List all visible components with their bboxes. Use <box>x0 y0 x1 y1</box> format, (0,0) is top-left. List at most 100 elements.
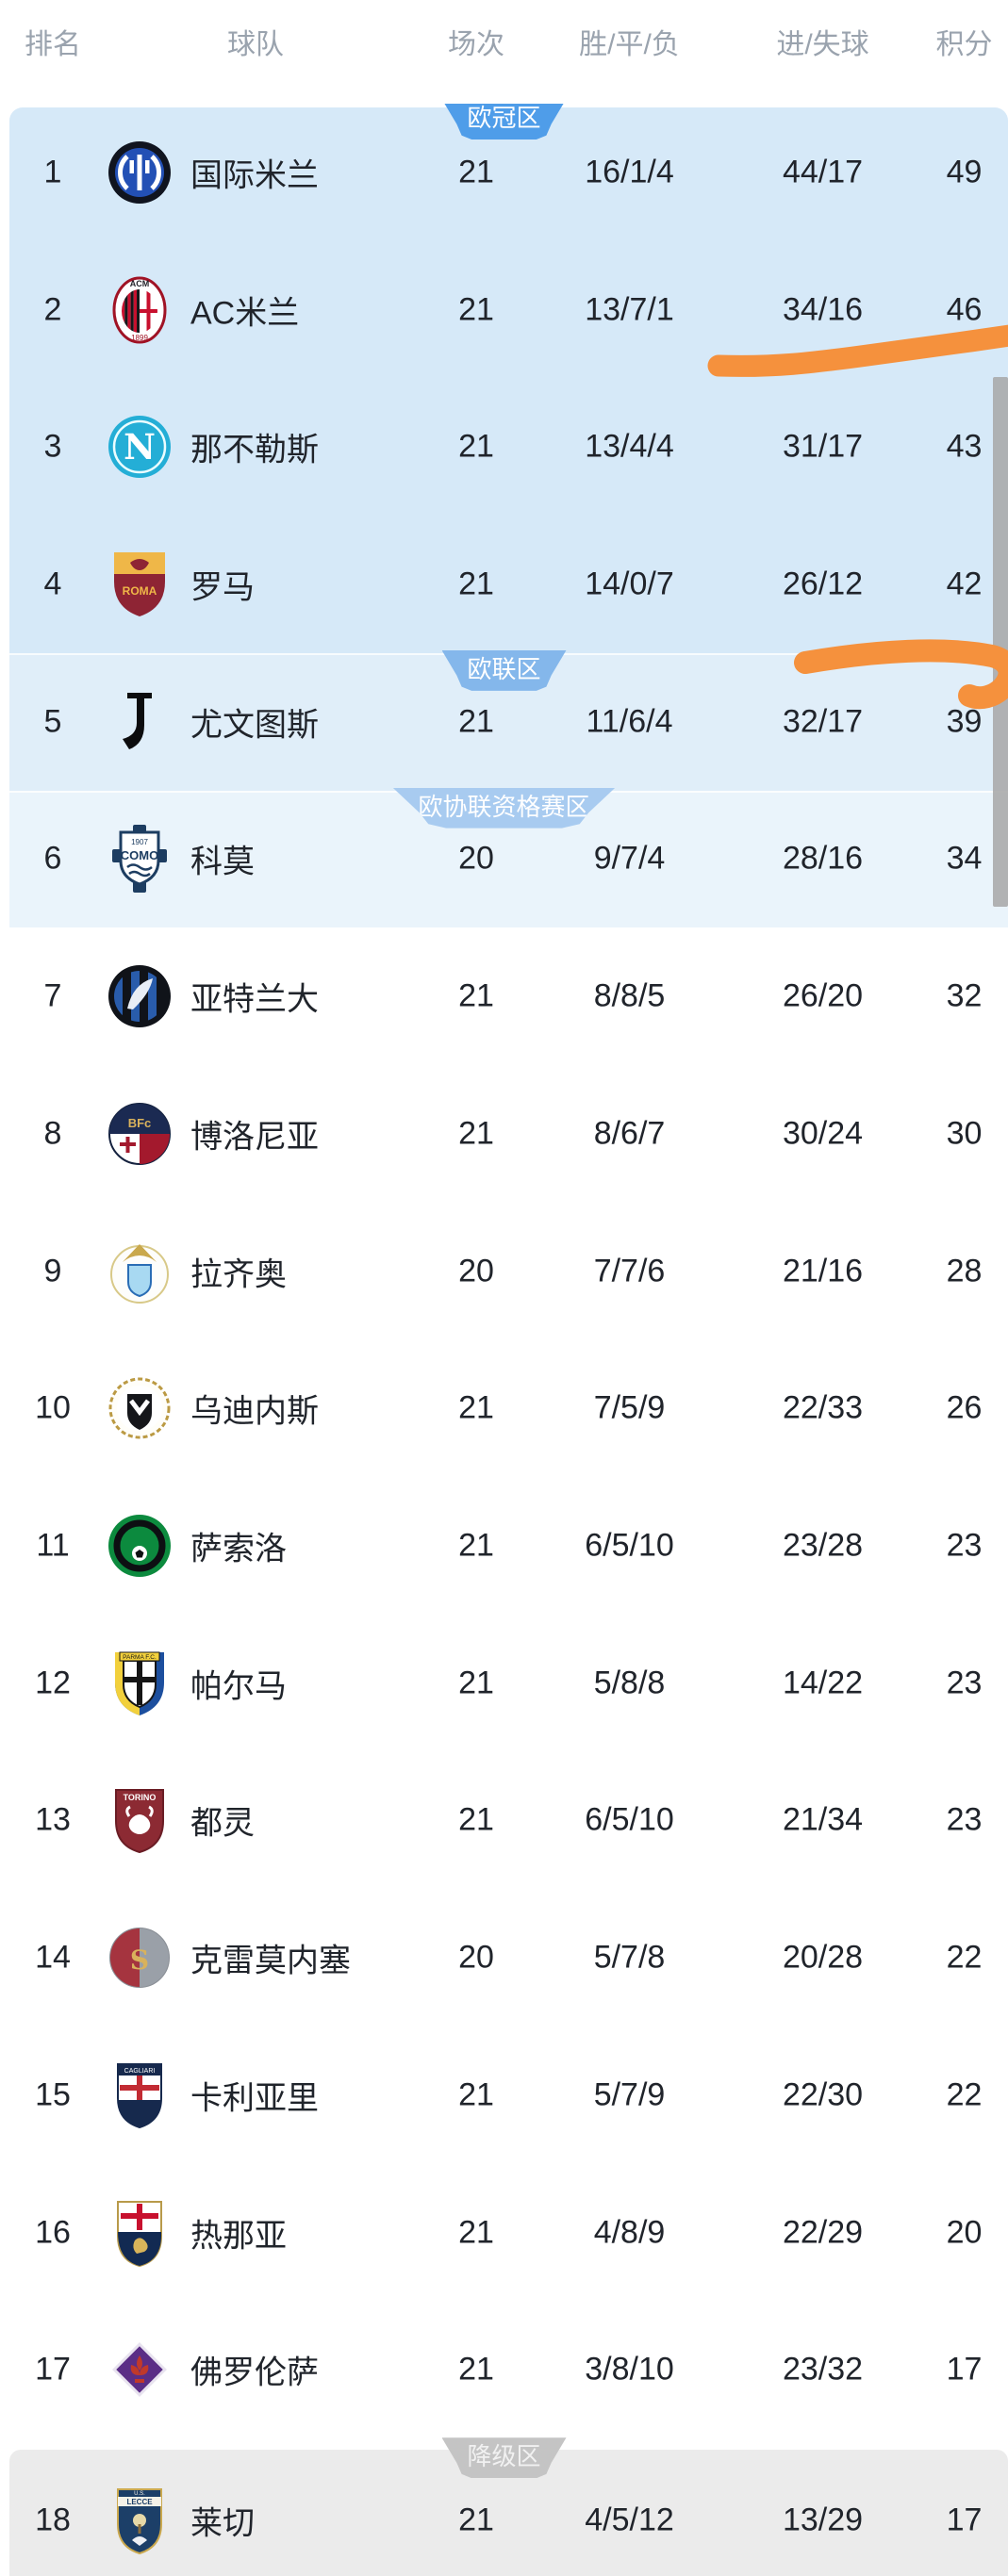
team-wdl: 7/7/6 <box>593 1253 666 1289</box>
table-row-rank-6[interactable]: 欧协联资格赛区 6 1907 COMO 科莫 20 9/7/4 28/16 34 <box>0 787 1008 931</box>
team-goals: 21/16 <box>782 1253 864 1289</box>
svg-text:S: S <box>130 1944 149 1976</box>
team-wdl: 14/0/7 <box>585 566 674 602</box>
team-played: 21 <box>458 1801 494 1838</box>
table-row-rank-5[interactable]: 欧联区 5 尤文图斯 21 11/6/4 32/17 39 <box>0 649 1008 794</box>
svg-text:U.S.: U.S. <box>134 2491 145 2497</box>
table-row-rank-10[interactable]: 10 乌迪内斯 21 7/5/9 22/33 26 <box>0 1339 1008 1479</box>
team-points: 17 <box>946 2351 983 2387</box>
team-wdl: 4/5/12 <box>585 2502 674 2538</box>
table-row-rank-16[interactable]: 16 热那亚 21 4/8/9 22/29 20 <box>0 2163 1008 2303</box>
team-points: 46 <box>946 291 983 328</box>
row-background <box>9 516 1008 654</box>
team-goals: 34/16 <box>782 291 864 328</box>
team-name: 科莫 <box>190 844 255 880</box>
table-row-rank-17[interactable]: 17 佛罗伦萨 21 3/8/10 23/32 17 <box>0 2301 1008 2440</box>
team-played: 21 <box>458 291 494 328</box>
table-row-rank-8[interactable]: 8 BFc 博洛尼亚 21 8/6/7 30/24 30 <box>0 1065 1008 1204</box>
column-header-wdl: 胜/平/负 <box>579 29 680 60</box>
team-points: 23 <box>946 1527 983 1564</box>
team-played: 21 <box>458 1665 494 1701</box>
team-points: 20 <box>946 2214 983 2251</box>
team-points: 23 <box>946 1665 983 1701</box>
table-row-rank-11[interactable]: 11 萨索洛 21 6/5/10 23/28 23 <box>0 1477 1008 1616</box>
zone-badge-releg: 降级区 <box>441 2437 567 2479</box>
team-goals: 21/34 <box>782 1801 864 1838</box>
svg-text:TORINO: TORINO <box>124 1793 157 1802</box>
team-goals: 32/17 <box>782 703 864 740</box>
team-wdl: 8/8/5 <box>593 977 666 1014</box>
team-played: 21 <box>458 1527 494 1564</box>
svg-text:ROMA: ROMA <box>123 584 157 598</box>
team-rank: 15 <box>35 2076 71 2113</box>
column-header-rank: 排名 <box>25 29 81 60</box>
zone-badge-el: 欧联区 <box>441 649 567 691</box>
scrollbar-thumb[interactable] <box>993 377 1008 907</box>
team-rank: 6 <box>43 840 62 877</box>
cagliari-crest: CAGLIARI <box>105 2056 174 2135</box>
sassuolo-crest <box>105 1506 174 1585</box>
column-header-goals: 进/失球 <box>776 29 869 60</box>
como-crest: 1907 COMO <box>105 819 174 898</box>
team-rank: 11 <box>36 1527 70 1564</box>
team-name: 都灵 <box>190 1805 255 1842</box>
table-row-rank-13[interactable]: 13 TORINO 都灵 21 6/5/10 21/34 23 <box>0 1751 1008 1891</box>
team-played: 21 <box>458 154 494 190</box>
svg-text:PARMA F.C.: PARMA F.C. <box>123 1654 157 1661</box>
row-background <box>0 1614 1008 1753</box>
svg-text:BFc: BFc <box>128 1116 152 1130</box>
table-row-rank-15[interactable]: 15 CAGLIARI 卡利亚里 21 5/7/9 22/30 22 <box>0 2026 1008 2165</box>
svg-text:1907: 1907 <box>131 838 148 846</box>
team-played: 21 <box>458 566 494 602</box>
table-row-rank-4[interactable]: 4 ROMA 罗马 21 14/0/7 26/12 42 <box>0 516 1008 654</box>
team-name: 佛罗伦萨 <box>190 2354 319 2391</box>
table-row-rank-3[interactable]: 3 N 那不勒斯 21 13/4/4 31/17 43 <box>0 378 1008 517</box>
cremonese-crest: S <box>105 1918 174 1997</box>
team-played: 20 <box>458 1939 494 1976</box>
team-goals: 22/30 <box>782 2076 864 2113</box>
team-name: 乌迪内斯 <box>190 1393 319 1430</box>
zone-badge-cl: 欧冠区 <box>441 99 567 139</box>
svg-text:CAGLIARI: CAGLIARI <box>124 2068 156 2075</box>
team-name: 莱切 <box>190 2505 255 2542</box>
team-name: 博洛尼亚 <box>190 1119 319 1156</box>
team-goals: 31/17 <box>782 428 864 465</box>
team-goals: 28/16 <box>782 840 864 877</box>
team-rank: 4 <box>43 566 62 602</box>
svg-text:LECCE: LECCE <box>126 2498 153 2506</box>
table-row-rank-12[interactable]: 12 PARMA F.C. 帕尔马 21 5/8/8 14/22 23 <box>0 1614 1008 1753</box>
table-row-rank-9[interactable]: 9 拉齐奥 20 7/7/6 21/16 28 <box>0 1202 1008 1341</box>
team-name: 卡利亚里 <box>190 2080 319 2117</box>
team-played: 21 <box>458 2076 494 2113</box>
team-wdl: 5/7/8 <box>593 1939 666 1976</box>
team-rank: 8 <box>43 1115 62 1152</box>
team-played: 21 <box>458 703 494 740</box>
row-background <box>0 2163 1008 2303</box>
zone-badge-ecl: 欧协联资格赛区 <box>392 787 616 829</box>
team-goals: 20/28 <box>782 1939 864 1976</box>
napoli-crest: N <box>105 407 174 486</box>
team-wdl: 13/7/1 <box>585 291 674 328</box>
table-row-rank-1[interactable]: 欧冠区 1 国际米兰 21 16/1/4 44/17 49 <box>0 99 1008 246</box>
team-points: 32 <box>946 977 983 1014</box>
team-rank: 5 <box>43 703 62 740</box>
team-points: 26 <box>946 1389 983 1426</box>
team-points: 42 <box>946 566 983 602</box>
juventus-crest <box>105 682 174 762</box>
parma-crest: PARMA F.C. <box>105 1644 174 1723</box>
atalanta-crest <box>105 957 174 1036</box>
team-points: 34 <box>946 840 983 877</box>
team-rank: 9 <box>43 1253 62 1289</box>
table-row-rank-14[interactable]: 14 S 克雷莫内塞 20 5/7/8 20/28 22 <box>0 1889 1008 2028</box>
team-goals: 26/12 <box>782 566 864 602</box>
table-row-rank-18[interactable]: 降级区 18 U.S. LECCE 莱切 21 4/5/12 13/29 17 <box>0 2437 1008 2576</box>
team-wdl: 4/8/9 <box>593 2214 666 2251</box>
table-row-rank-7[interactable]: 7 亚特兰大 21 8/8/5 26/20 32 <box>0 927 1008 1067</box>
row-background <box>0 1751 1008 1891</box>
team-goals: 13/29 <box>782 2502 864 2538</box>
table-row-rank-2[interactable]: 2 ACM 1899 AC米兰 21 13/7/1 34/16 46 <box>0 240 1008 380</box>
team-rank: 10 <box>35 1389 71 1426</box>
team-played: 21 <box>458 1115 494 1152</box>
team-name: 拉齐奥 <box>190 1256 287 1293</box>
